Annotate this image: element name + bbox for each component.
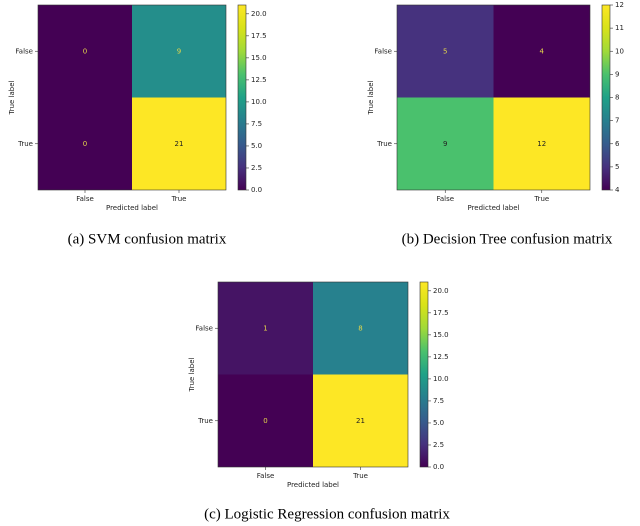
colorbar-tick-label: 4 xyxy=(615,186,620,194)
cell xyxy=(218,282,313,375)
x-tick-label: True xyxy=(533,195,549,203)
y-axis-label: True label xyxy=(188,357,196,392)
x-axis-label: Predicted label xyxy=(287,481,339,489)
y-tick-label: True xyxy=(376,140,392,148)
cell xyxy=(132,5,226,98)
cell-label: 9 xyxy=(443,140,447,148)
colorbar-tick-label: 5.0 xyxy=(251,142,262,150)
cell-label: 4 xyxy=(540,47,545,55)
x-tick-label: True xyxy=(352,472,368,480)
colorbar-tick-label: 15.0 xyxy=(251,54,267,62)
colorbar-tick-label: 8 xyxy=(615,94,619,102)
cell-label: 21 xyxy=(175,140,184,148)
cell-label: 9 xyxy=(177,47,181,55)
colorbar-tick-label: 5.0 xyxy=(433,419,444,427)
cell xyxy=(218,374,313,467)
colorbar-tick-label: 12.5 xyxy=(251,76,267,84)
caption: (a) SVM confusion matrix xyxy=(68,231,227,247)
cell xyxy=(313,282,408,375)
cell-label: 0 xyxy=(83,47,87,55)
cell xyxy=(38,5,132,98)
colorbar-tick-label: 0.0 xyxy=(433,463,444,471)
y-tick-label: True xyxy=(197,417,213,425)
y-axis-label: True label xyxy=(8,80,16,115)
colorbar-tick-label: 10.0 xyxy=(251,98,267,106)
colorbar-tick-label: 7.5 xyxy=(433,397,444,405)
caption: (b) Decision Tree confusion matrix xyxy=(402,231,613,247)
x-tick-label: False xyxy=(436,195,454,203)
caption: (c) Logistic Regression confusion matrix xyxy=(204,506,450,522)
cell xyxy=(397,5,494,98)
cell xyxy=(493,97,590,190)
cell xyxy=(397,97,494,190)
axes-frame xyxy=(37,4,227,191)
axes-frame xyxy=(396,4,591,191)
cell-label: 1 xyxy=(263,324,267,332)
colorbar-tick-label: 6 xyxy=(615,140,620,148)
colorbar-tick-label: 10.0 xyxy=(433,375,449,383)
colorbar-tick-label: 2.5 xyxy=(251,164,262,172)
colorbar-tick-label: 2.5 xyxy=(433,441,444,449)
cell xyxy=(132,97,226,190)
colorbar xyxy=(237,4,247,191)
colorbar-tick-label: 20.0 xyxy=(251,10,267,18)
y-axis-label: True label xyxy=(367,80,375,115)
y-tick-label: True xyxy=(17,140,33,148)
colorbar-tick-label: 17.5 xyxy=(251,32,267,40)
x-axis-label: Predicted label xyxy=(106,204,158,212)
cell-label: 8 xyxy=(358,324,362,332)
x-axis-label: Predicted label xyxy=(467,204,519,212)
cell-label: 21 xyxy=(356,417,365,425)
y-tick-label: False xyxy=(15,47,33,55)
colorbar-tick-label: 5 xyxy=(615,163,619,171)
cell-label: 0 xyxy=(263,417,267,425)
colorbar xyxy=(419,281,429,468)
colorbar-tick-label: 17.5 xyxy=(433,309,449,317)
y-tick-label: False xyxy=(374,47,392,55)
colorbar-tick-label: 7 xyxy=(615,117,619,125)
cell xyxy=(313,374,408,467)
y-tick-label: False xyxy=(195,324,213,332)
x-tick-label: False xyxy=(257,472,275,480)
cell-label: 0 xyxy=(83,140,87,148)
x-tick-label: True xyxy=(171,195,187,203)
cell xyxy=(38,97,132,190)
colorbar-tick-label: 9 xyxy=(615,70,619,78)
colorbar xyxy=(601,4,611,191)
x-tick-label: False xyxy=(76,195,94,203)
colorbar-tick-label: 10 xyxy=(615,47,624,55)
cell xyxy=(493,5,590,98)
axes-frame xyxy=(217,281,409,468)
colorbar-tick-label: 12.5 xyxy=(433,353,449,361)
colorbar-tick-label: 15.0 xyxy=(433,331,449,339)
cell-label: 5 xyxy=(443,47,447,55)
colorbar-tick-label: 11 xyxy=(615,24,624,32)
colorbar-tick-label: 12 xyxy=(615,1,624,9)
colorbar-tick-label: 20.0 xyxy=(433,287,449,295)
colorbar-tick-label: 7.5 xyxy=(251,120,262,128)
cell-label: 12 xyxy=(537,140,546,148)
colorbar-tick-label: 0.0 xyxy=(251,186,262,194)
